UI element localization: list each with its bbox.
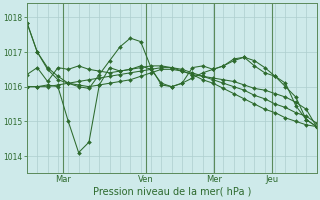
- X-axis label: Pression niveau de la mer( hPa ): Pression niveau de la mer( hPa ): [92, 187, 251, 197]
